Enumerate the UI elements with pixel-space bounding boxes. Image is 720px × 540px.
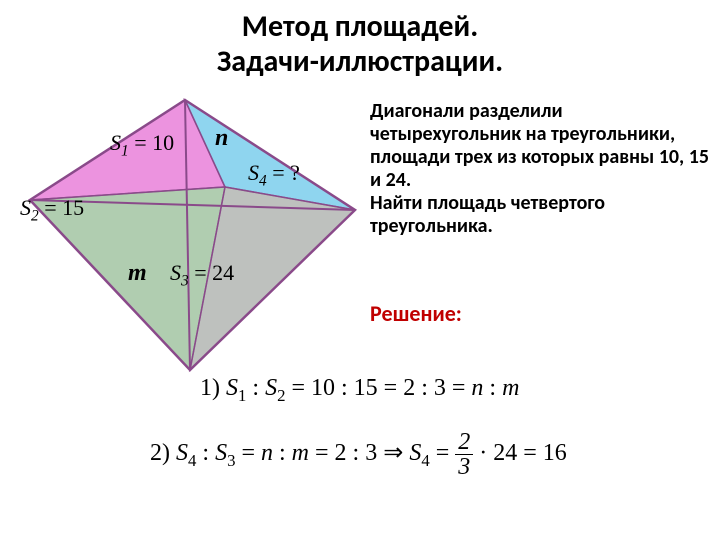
title-line1: Метод площадей. Задачи-иллюстрации. xyxy=(217,8,503,80)
quadrilateral-diagram xyxy=(15,95,365,375)
label-S4: S4 = ? xyxy=(248,160,300,190)
step1-prefix: 1) xyxy=(200,375,220,401)
solution-step-2: 2) S4 : S3 = n : m = 2 : 3 ⇒ S4 = 2 3 · … xyxy=(150,430,567,479)
slide-title: Метод площадей. Задачи-иллюстрации. xyxy=(0,10,720,79)
solution-heading: Решение: xyxy=(370,300,462,327)
problem-statement: Диагонали разделили четырехугольник на т… xyxy=(370,100,710,238)
step2-prefix: 2) xyxy=(150,440,170,466)
fraction-2-3: 2 3 xyxy=(455,430,473,479)
label-n: n xyxy=(215,125,228,152)
diagram-svg xyxy=(15,95,365,375)
label-S2: S2 = 15 xyxy=(20,195,84,225)
label-m: m xyxy=(128,260,147,287)
label-S1: S1 = 10 xyxy=(110,130,174,160)
solution-step-1: 1) S1 : S2 = 10 : 15 = 2 : 3 = n : m xyxy=(200,375,519,406)
label-S3: S3 = 24 xyxy=(170,260,234,290)
slide-container: Метод площадей. Задачи-иллюстрации. S1 =… xyxy=(0,0,720,540)
